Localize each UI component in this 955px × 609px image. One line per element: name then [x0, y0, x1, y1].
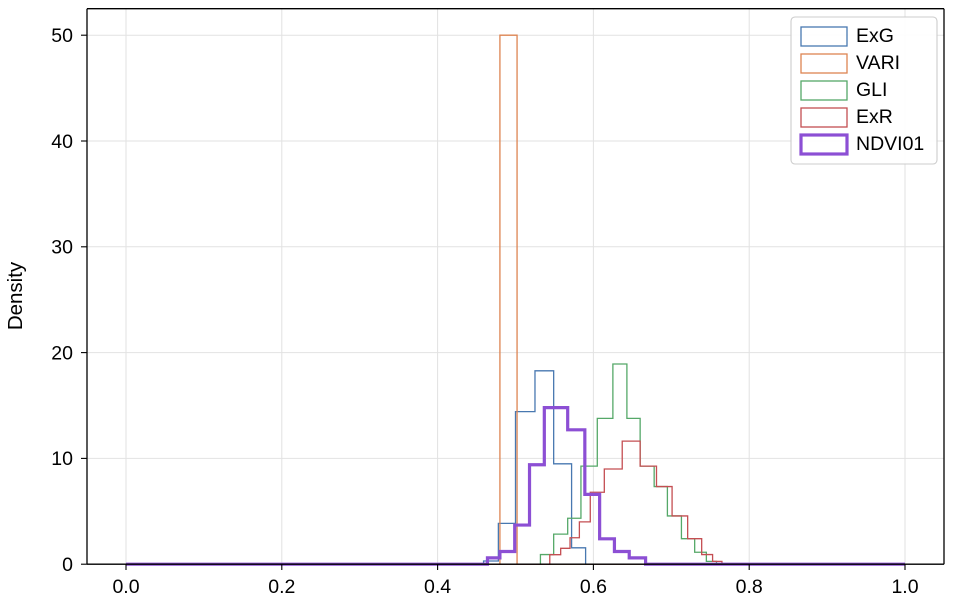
svg-text:Density: Density: [4, 261, 27, 330]
svg-text:0: 0: [62, 554, 73, 576]
svg-text:20: 20: [51, 342, 73, 364]
svg-text:ExG: ExG: [856, 25, 894, 47]
svg-text:0.0: 0.0: [112, 576, 139, 598]
svg-text:30: 30: [51, 237, 73, 259]
svg-text:50: 50: [51, 25, 73, 47]
svg-text:10: 10: [51, 448, 73, 470]
svg-text:0.6: 0.6: [580, 576, 607, 598]
svg-text:ExR: ExR: [856, 106, 893, 128]
svg-text:1.0: 1.0: [891, 576, 918, 598]
svg-text:0.4: 0.4: [424, 576, 451, 598]
svg-text:VARI: VARI: [856, 52, 900, 74]
svg-text:40: 40: [51, 131, 73, 153]
svg-text:0.2: 0.2: [268, 576, 295, 598]
svg-text:GLI: GLI: [856, 79, 887, 101]
svg-text:0.8: 0.8: [736, 576, 763, 598]
svg-text:NDVI01: NDVI01: [856, 133, 924, 155]
